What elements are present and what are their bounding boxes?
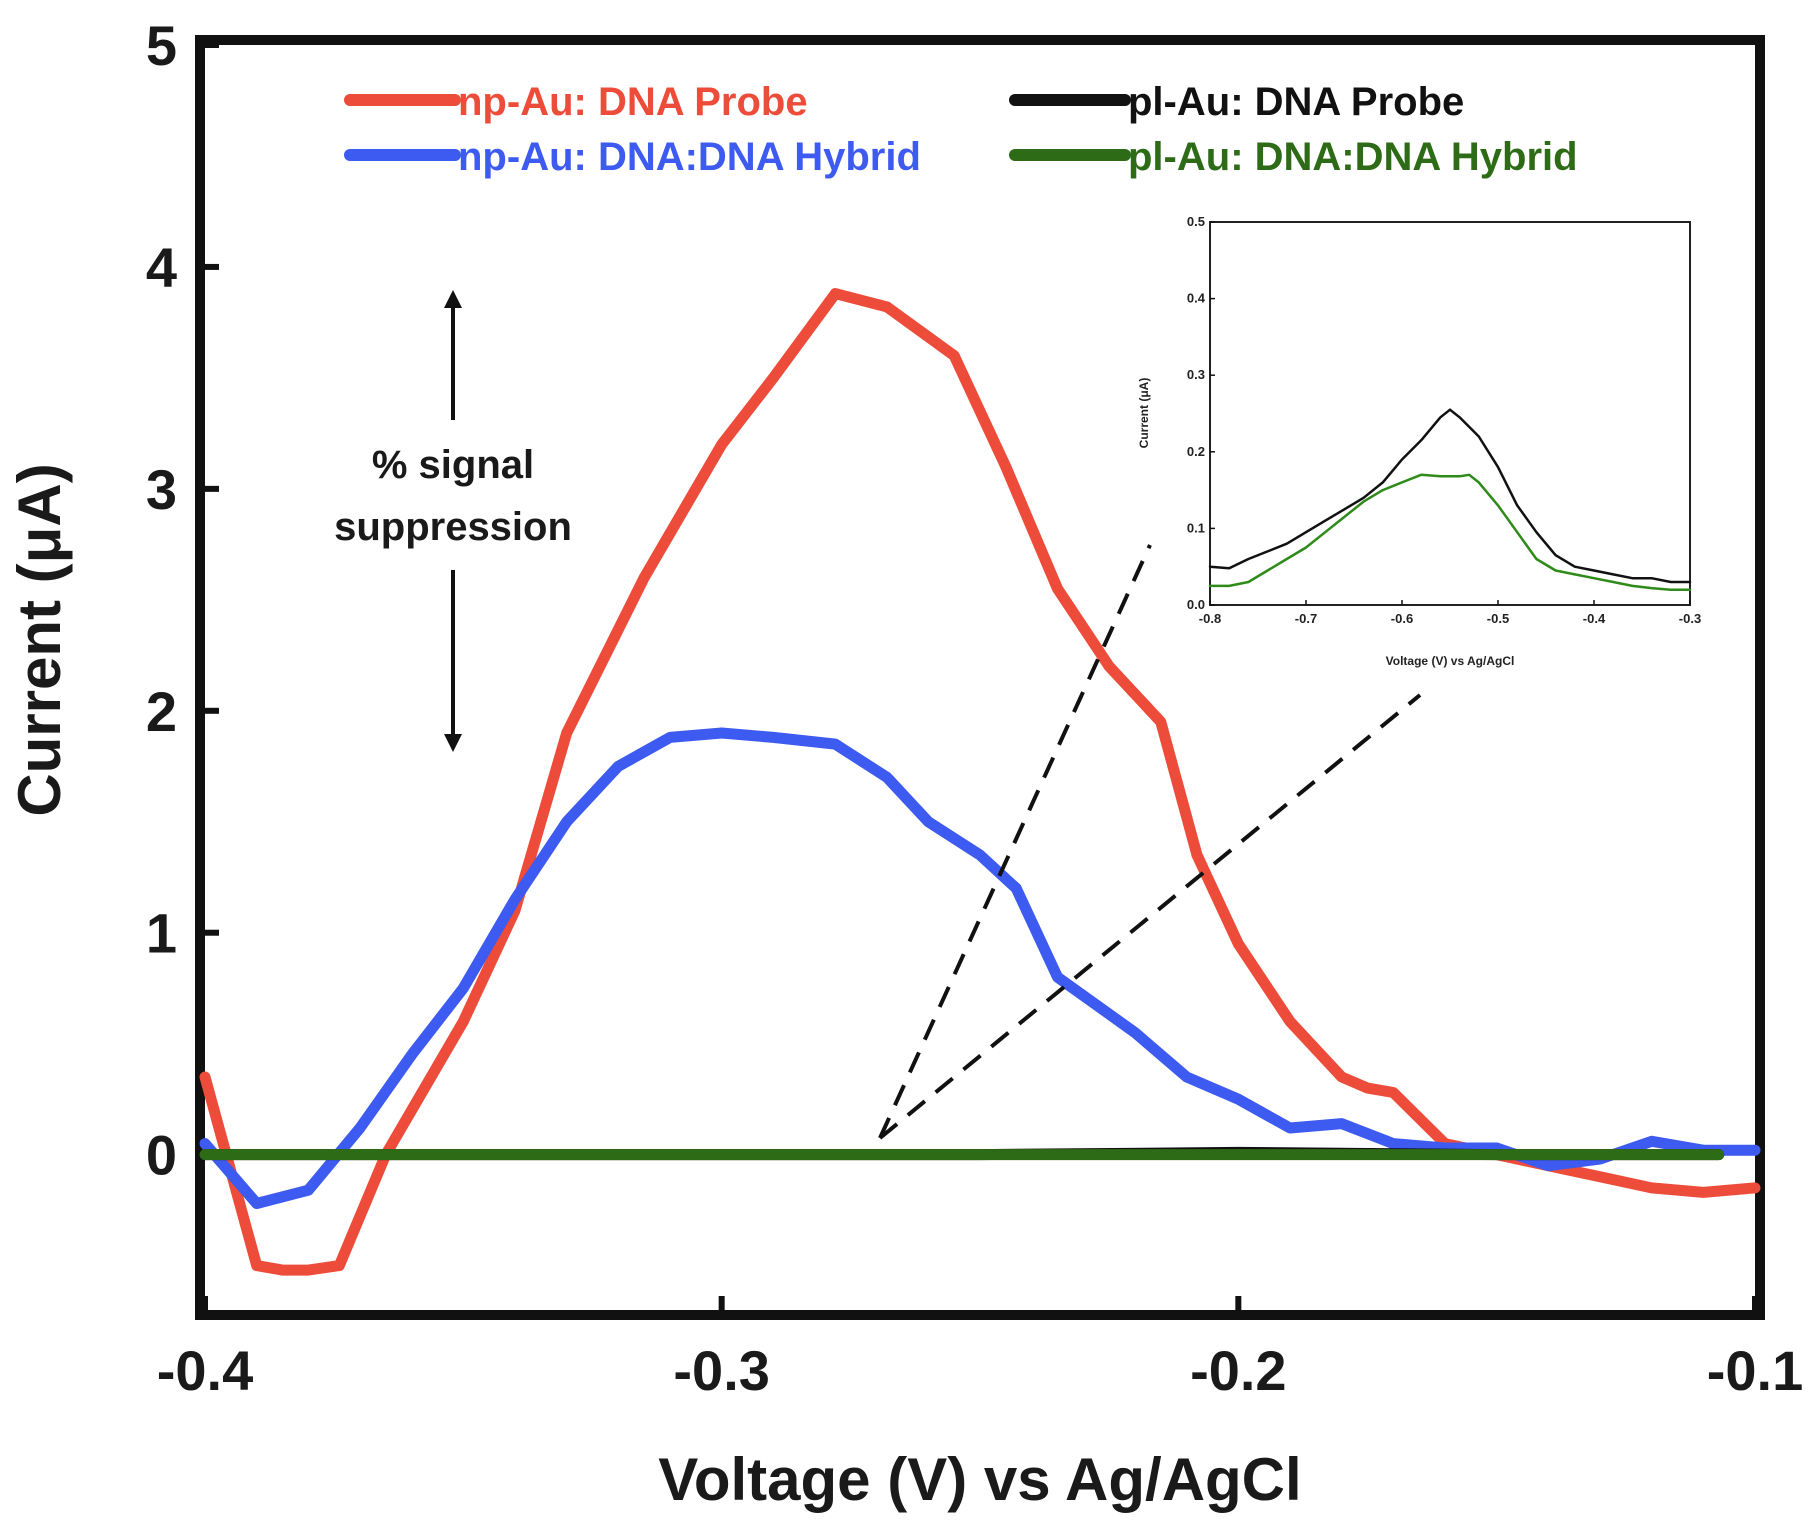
inset-axis-tick-labels: -0.8 -0.7 -0.6 -0.5 -0.4 -0.3 0.0 0.1 0.2 0.3 0.4 0… xyxy=(1187,214,1701,626)
zoom-dashed-line-2 xyxy=(878,693,1422,1140)
inset-x-tick-label: -0.5 xyxy=(1487,611,1509,626)
inset-y-tick-label: 0.4 xyxy=(1187,291,1206,306)
legend-label-np-hybrid: np-Au: DNA:DNA Hybrid xyxy=(458,135,921,179)
inset-axis-ticks xyxy=(1209,221,1691,606)
inset-series-pl-au-dna-probe xyxy=(1208,408,1692,584)
main-y-tick-label: 3 xyxy=(146,458,177,521)
main-axis-tick-labels: -0.4 -0.3 -0.2 -0.1 0 1 2 3 4 5 xyxy=(146,14,1803,1402)
inset-x-tick-label: -0.8 xyxy=(1199,611,1221,626)
main-y-tick-label: 5 xyxy=(146,14,177,77)
inset-y-tick-label: 0.1 xyxy=(1187,520,1205,535)
inset-series-group xyxy=(1208,408,1692,591)
main-series-np-au-dna-dna-hybrid xyxy=(199,727,1761,1209)
inset-plot-frame xyxy=(1209,221,1691,606)
main-x-tick-label: -0.3 xyxy=(673,1339,770,1402)
main-plot-frame xyxy=(195,35,1765,1320)
main-y-tick-label: 4 xyxy=(146,236,177,299)
legend-label-np-probe: np-Au: DNA Probe xyxy=(458,80,808,124)
arrow-up-head xyxy=(444,290,462,308)
inset-y-axis-label: Current (μA) xyxy=(1137,378,1151,449)
inset-y-tick-label: 0.2 xyxy=(1187,444,1205,459)
main-y-axis-label: Current (μA) xyxy=(6,463,73,816)
inset-y-tick-label: 0.5 xyxy=(1187,214,1205,229)
main-x-tick-label: -0.2 xyxy=(1190,1339,1287,1402)
main-x-tick-label: -0.1 xyxy=(1707,1339,1804,1402)
inset-plot: -0.8 -0.7 -0.6 -0.5 -0.4 -0.3 0.0 0.1 0.2 0.3 0.4 0… xyxy=(1137,214,1701,668)
legend-label-pl-probe: pl-Au: DNA Probe xyxy=(1128,80,1464,124)
legend: np-Au: DNA Probe np-Au: DNA:DNA Hybrid p… xyxy=(344,80,1578,179)
main-y-tick-label: 2 xyxy=(146,680,177,743)
inset-x-tick-label: -0.3 xyxy=(1679,611,1701,626)
main-y-tick-label: 0 xyxy=(146,1124,177,1187)
inset-x-tick-label: -0.6 xyxy=(1391,611,1413,626)
main-x-axis-label: Voltage (V) vs Ag/AgCl xyxy=(658,1446,1301,1513)
inset-series-pl-au-dna-dna-hybrid xyxy=(1208,473,1692,591)
signal-suppression-arrow xyxy=(444,290,462,752)
inset-x-axis-label: Voltage (V) vs Ag/AgCl xyxy=(1386,654,1515,668)
inset-x-tick-label: -0.4 xyxy=(1583,611,1606,626)
inset-y-tick-label: 0.3 xyxy=(1187,367,1205,382)
zoom-dashed-line-1 xyxy=(878,544,1152,1139)
main-series-group xyxy=(199,288,1761,1276)
inset-y-tick-label: 0.0 xyxy=(1187,597,1205,612)
annotation-suppression: suppression xyxy=(334,505,572,549)
legend-label-pl-hybrid: pl-Au: DNA:DNA Hybrid xyxy=(1128,135,1578,179)
inset-x-tick-label: -0.7 xyxy=(1295,611,1317,626)
annotation-signal: % signal xyxy=(372,443,534,487)
main-y-tick-label: 1 xyxy=(146,902,177,965)
main-x-tick-label: -0.4 xyxy=(157,1339,254,1402)
arrow-down-head xyxy=(444,734,462,752)
